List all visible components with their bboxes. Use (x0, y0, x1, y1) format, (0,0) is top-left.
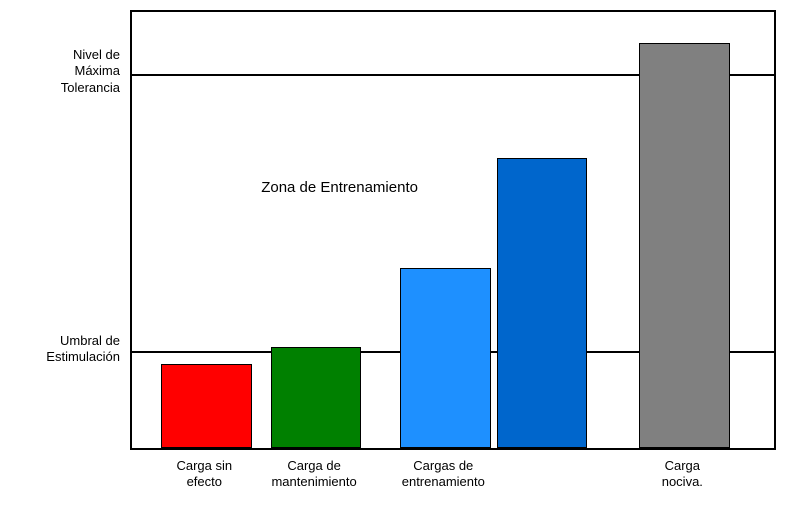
x-axis-label-2: Cargas deentrenamiento (383, 458, 503, 491)
bar-1 (271, 347, 361, 448)
y-axis-label-1: Nivel deMáximaTolerancia (0, 47, 120, 96)
x-axis-label-1: Carga demantenimiento (254, 458, 374, 491)
zone-label: Zona de Entrenamiento (261, 179, 418, 196)
bar-3 (497, 158, 587, 448)
bar-4 (639, 43, 729, 448)
x-axis-label-0: Carga sinefecto (144, 458, 264, 491)
training-load-chart: Zona de Entrenamiento Umbral deEstimulac… (0, 0, 794, 510)
bar-2 (400, 268, 490, 448)
y-axis-label-0: Umbral deEstimulación (0, 333, 120, 366)
plot-area: Zona de Entrenamiento (130, 10, 776, 450)
bar-0 (161, 364, 251, 448)
x-axis-label-4: Carganociva. (622, 458, 742, 491)
